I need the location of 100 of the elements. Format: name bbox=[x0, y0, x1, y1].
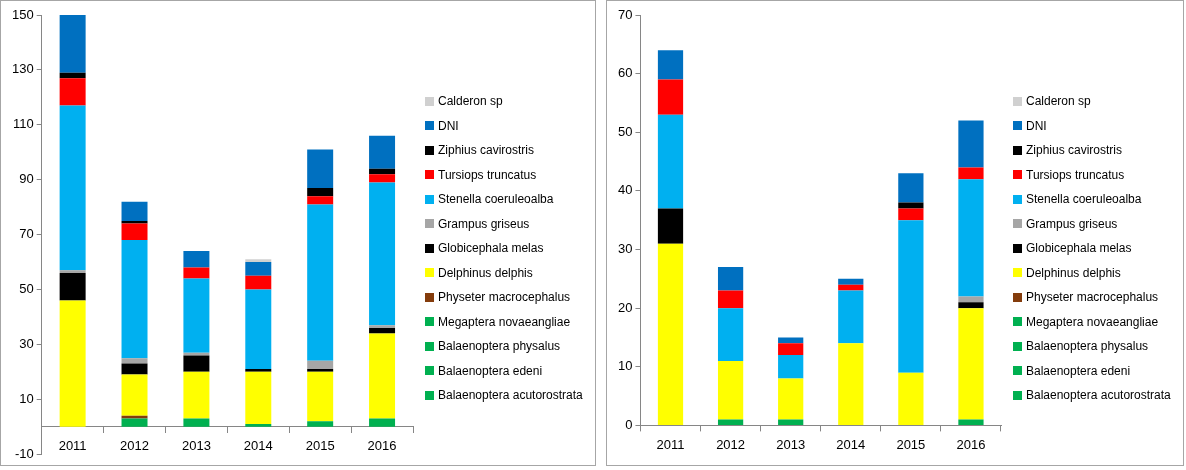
x-tick-label: 2011 bbox=[656, 436, 685, 452]
y-tick-label: 110 bbox=[12, 116, 34, 132]
bar bbox=[778, 343, 804, 356]
y-tick-label: 20 bbox=[617, 299, 633, 315]
bar bbox=[958, 419, 984, 425]
bar bbox=[245, 289, 272, 370]
legend-label: Grampus griseus bbox=[1026, 216, 1118, 231]
legend-label: Megaptera novaeangliae bbox=[438, 314, 571, 329]
bar bbox=[121, 358, 148, 364]
y-tick-label: 0 bbox=[625, 416, 633, 432]
bar bbox=[369, 174, 396, 183]
bar bbox=[898, 173, 924, 203]
x-tick-label: 2012 bbox=[716, 436, 746, 452]
bar bbox=[245, 371, 272, 425]
legend-label: Balaenoptera edeni bbox=[438, 363, 543, 378]
bar bbox=[369, 182, 396, 326]
legend-label: DNI bbox=[1026, 118, 1047, 133]
legend-label: Physeter macrocephalus bbox=[438, 290, 571, 305]
legend-label: Physeter macrocephalus bbox=[1026, 290, 1159, 305]
bar bbox=[307, 149, 334, 188]
bar bbox=[717, 360, 744, 420]
y-tick-label: 50 bbox=[19, 281, 34, 297]
bar bbox=[183, 267, 210, 279]
bar bbox=[183, 418, 210, 427]
bar bbox=[307, 360, 334, 370]
bar bbox=[657, 50, 684, 80]
y-tick-label: 30 bbox=[617, 241, 633, 257]
bar bbox=[121, 223, 148, 241]
bar bbox=[369, 135, 396, 169]
y-tick-label: 150 bbox=[11, 6, 34, 22]
bar bbox=[958, 179, 984, 297]
legend-label: Balaenoptera physalus bbox=[438, 339, 561, 354]
bar bbox=[778, 419, 804, 425]
x-tick-label: 2011 bbox=[58, 438, 87, 454]
bar bbox=[958, 302, 984, 309]
legend-label: Balaenoptera acutorostrata bbox=[1026, 388, 1171, 403]
bar bbox=[369, 418, 396, 427]
y-tick-label: 70 bbox=[19, 226, 34, 242]
y-tick-label: 10 bbox=[617, 358, 633, 374]
bar bbox=[898, 372, 924, 425]
y-tick-label: 90 bbox=[19, 171, 34, 187]
bar bbox=[307, 187, 334, 197]
x-tick-label: 2013 bbox=[181, 438, 211, 454]
bar bbox=[59, 300, 86, 427]
bar bbox=[183, 355, 210, 372]
bar bbox=[245, 369, 272, 372]
legend-label: Grampus griseus bbox=[438, 216, 530, 231]
legend-label: Calderon sp bbox=[438, 94, 503, 109]
bar bbox=[657, 243, 684, 425]
bar bbox=[717, 419, 744, 425]
bar bbox=[898, 208, 924, 221]
bar bbox=[717, 267, 744, 291]
bar bbox=[183, 251, 210, 268]
y-tick-label: 30 bbox=[19, 335, 34, 351]
legend-label: Balaenoptera acutorostrata bbox=[438, 388, 583, 403]
bar bbox=[898, 220, 924, 373]
legend-label: Globicephala melas bbox=[438, 241, 544, 256]
x-tick-label: 2014 bbox=[243, 438, 273, 454]
legend-label: Globicephala melas bbox=[1026, 241, 1132, 256]
y-tick-label: 60 bbox=[617, 65, 633, 81]
y-tick-label: -10 bbox=[14, 445, 34, 461]
bar bbox=[958, 296, 984, 303]
bar bbox=[717, 290, 744, 309]
bar bbox=[245, 262, 272, 276]
bar bbox=[183, 371, 210, 419]
bar bbox=[307, 371, 334, 422]
y-tick-label: 70 bbox=[617, 6, 633, 22]
x-tick-label: 2013 bbox=[776, 436, 806, 452]
legend-label: Delphinus delphis bbox=[438, 265, 533, 280]
legend-label: Stenella coeruleoalba bbox=[1026, 192, 1142, 207]
bar bbox=[307, 421, 334, 427]
y-tick-label: 130 bbox=[11, 61, 34, 77]
bar bbox=[778, 355, 804, 379]
legend-label: DNI bbox=[438, 118, 459, 133]
bar bbox=[59, 273, 86, 301]
bar bbox=[778, 378, 804, 420]
bar bbox=[778, 337, 804, 344]
bar bbox=[307, 196, 334, 205]
bar bbox=[59, 78, 86, 106]
bar bbox=[838, 284, 864, 291]
bar bbox=[245, 259, 272, 263]
bar bbox=[838, 278, 864, 285]
x-tick-label: 2012 bbox=[120, 438, 149, 454]
bar bbox=[958, 308, 984, 420]
bar bbox=[838, 343, 864, 425]
bar bbox=[121, 418, 148, 427]
x-tick-label: 2014 bbox=[836, 436, 866, 452]
legend-label: Stenella coeruleoalba bbox=[438, 192, 554, 207]
bar bbox=[307, 369, 334, 372]
bar bbox=[657, 114, 684, 209]
bar bbox=[121, 240, 148, 359]
legend-label: Tursiops truncatus bbox=[438, 167, 537, 182]
bar bbox=[958, 167, 984, 180]
bar bbox=[59, 105, 86, 271]
bar bbox=[121, 363, 148, 375]
y-tick-label: 40 bbox=[617, 182, 633, 198]
legend-label: Ziphius cavirostris bbox=[438, 143, 535, 158]
bar bbox=[838, 290, 864, 344]
bar bbox=[307, 204, 334, 361]
bar bbox=[717, 308, 744, 361]
